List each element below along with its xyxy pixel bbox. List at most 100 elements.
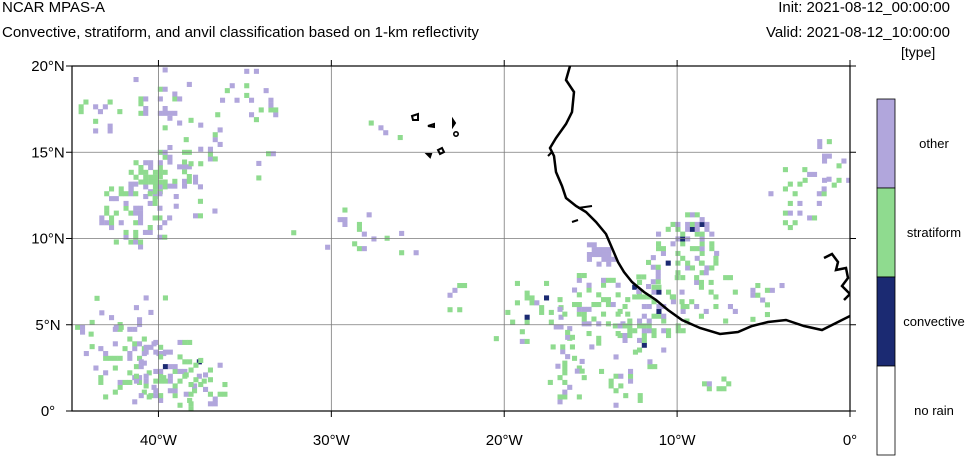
precip-cell <box>291 230 297 236</box>
precip-cell <box>143 174 149 180</box>
precip-cell <box>792 220 798 226</box>
precip-cell <box>698 279 704 285</box>
precip-cell <box>576 365 582 371</box>
precip-cell <box>519 329 525 335</box>
precip-cell <box>727 275 733 281</box>
precip-cell <box>167 154 173 160</box>
precip-cell <box>143 96 149 102</box>
precip-cell <box>366 212 372 218</box>
precip-cell <box>802 177 808 183</box>
precip-cell <box>162 184 168 190</box>
precip-cell <box>244 68 250 74</box>
precip-cell <box>182 368 188 374</box>
precip-cell <box>268 97 274 103</box>
precip-cell <box>143 169 149 175</box>
precip-cell <box>99 310 105 316</box>
precip-cell <box>514 300 520 306</box>
precip-cell <box>680 255 686 261</box>
precip-cell <box>182 169 188 175</box>
precip-cell <box>162 106 168 112</box>
precip-cell <box>641 333 647 339</box>
precip-cell <box>186 174 192 180</box>
precip-cell <box>143 383 149 389</box>
precip-cell <box>706 386 712 392</box>
precip-cell <box>821 186 827 192</box>
precip-cell <box>675 221 681 227</box>
precip-cell <box>378 125 384 131</box>
precip-cell <box>812 215 818 221</box>
precip-cell <box>797 200 803 206</box>
precip-cell <box>636 274 642 280</box>
precip-cell <box>368 120 374 126</box>
precip-cell <box>632 349 638 355</box>
precip-cell <box>132 346 138 352</box>
precip-cell <box>586 252 592 258</box>
precip-cell <box>127 336 133 342</box>
precip-cell <box>610 302 616 308</box>
precip-cell <box>266 151 272 157</box>
precip-cell <box>713 304 719 310</box>
precip-cell <box>256 175 262 181</box>
precip-cell <box>127 379 133 385</box>
precip-cell <box>792 191 798 197</box>
precip-cell <box>694 279 700 285</box>
precip-cell <box>352 241 358 247</box>
precip-cell <box>505 309 511 315</box>
precip-cell <box>689 226 695 232</box>
precip-cell <box>661 328 667 334</box>
lon-tick-label: 40°W <box>140 432 178 449</box>
precip-cell <box>447 292 453 298</box>
precip-cell <box>109 186 115 192</box>
precip-cell <box>699 217 705 223</box>
valid-time: Valid: 2021-08-12_10:00:00 <box>765 24 950 41</box>
precip-cell <box>447 307 453 313</box>
precip-cell <box>656 241 662 247</box>
precip-cell <box>605 277 611 283</box>
lon-tick-label: 0° <box>843 432 857 449</box>
precip-cell <box>342 207 348 213</box>
precip-cell <box>656 231 662 237</box>
precip-cell <box>547 379 553 385</box>
precip-cell <box>601 247 607 253</box>
precip-cell <box>529 300 535 306</box>
precip-cell <box>558 324 564 330</box>
precip-cell <box>553 324 559 330</box>
precip-cell <box>128 239 134 245</box>
precip-cell <box>147 191 153 197</box>
precip-cell <box>641 294 647 300</box>
precip-cell <box>268 107 274 113</box>
precip-cell <box>212 132 218 138</box>
precip-cell <box>637 337 643 343</box>
precip-cell <box>113 239 119 245</box>
precip-cell <box>817 139 823 145</box>
precip-cell <box>258 107 264 113</box>
precip-cell <box>826 153 832 159</box>
precip-cell <box>709 246 715 252</box>
precip-cell <box>605 297 611 303</box>
precip-cell <box>702 381 708 387</box>
precip-cell <box>193 174 199 180</box>
precip-cell <box>606 252 612 258</box>
precip-cell <box>158 378 164 384</box>
precip-cell <box>562 365 568 371</box>
lat-tick-label: 15°N <box>31 144 65 161</box>
precip-cell <box>608 383 614 389</box>
precip-cell <box>601 311 607 317</box>
precip-cell <box>138 364 144 370</box>
precip-cell <box>625 297 631 303</box>
precip-cell <box>162 234 168 240</box>
precip-cell <box>655 269 661 275</box>
precip-cell <box>452 287 458 293</box>
precip-cell <box>183 137 189 143</box>
precip-cell <box>78 104 84 110</box>
precip-cell <box>651 289 657 295</box>
map-title: NCAR MPAS-A <box>2 0 106 16</box>
precip-cell <box>273 112 279 118</box>
precip-cell <box>726 381 732 387</box>
precip-cell <box>268 102 274 108</box>
precip-cell <box>652 364 658 370</box>
precip-cell <box>579 368 585 374</box>
precip-cell <box>750 316 756 322</box>
precip-cell <box>167 364 173 370</box>
precip-cell <box>569 344 575 350</box>
